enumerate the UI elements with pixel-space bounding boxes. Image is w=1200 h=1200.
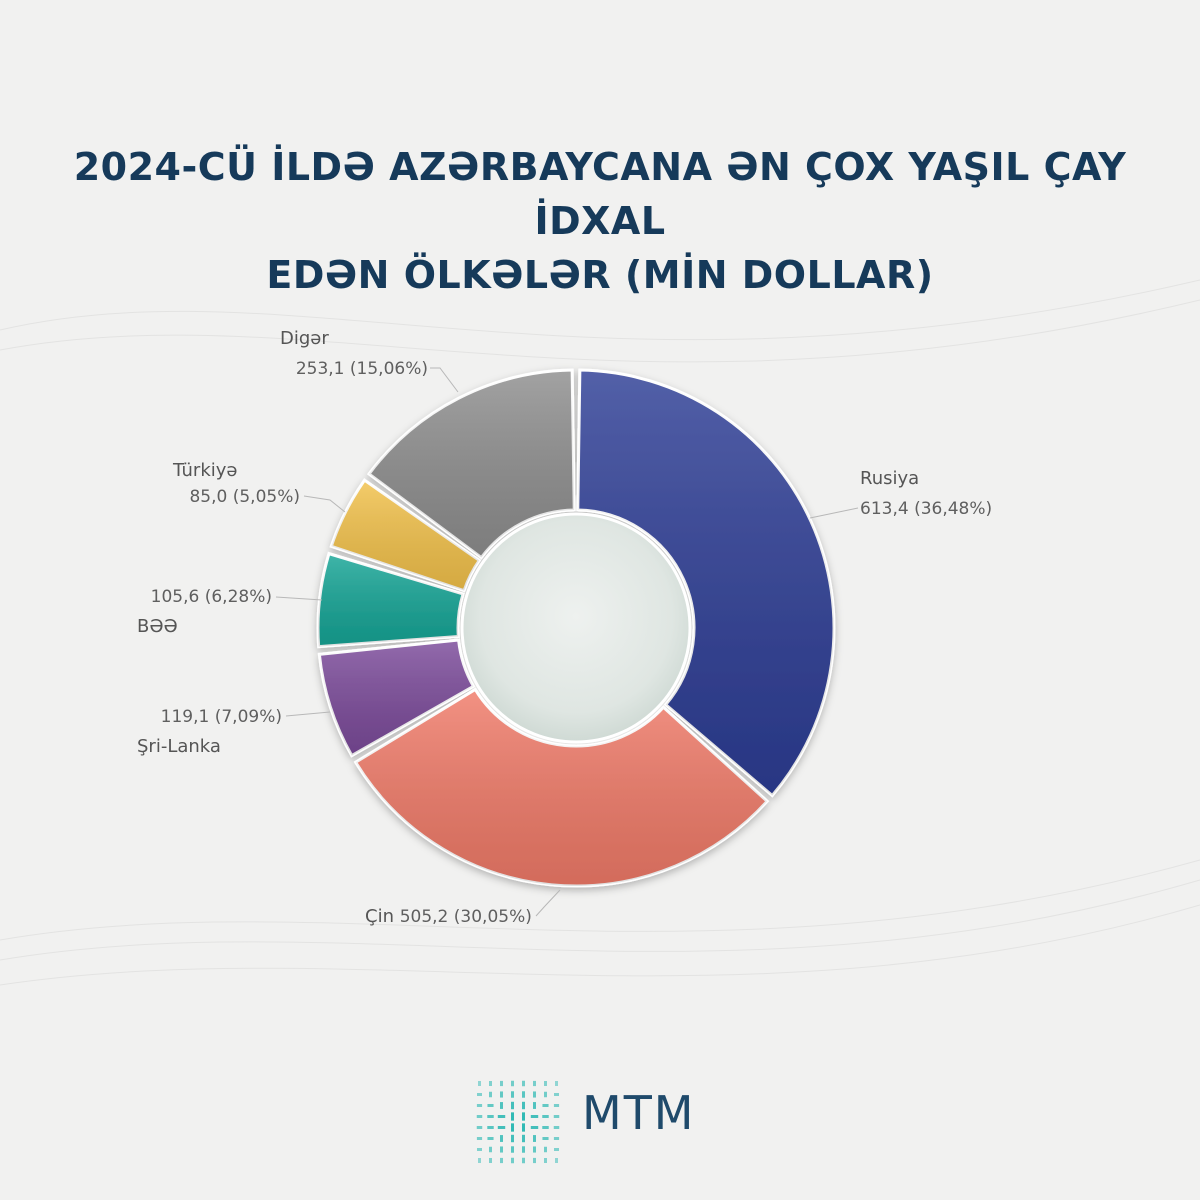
logo-mark-bar [487, 1137, 494, 1140]
slice-sheen [577, 370, 834, 796]
logo-mark-bar [487, 1115, 494, 1118]
logo-mark-bar [533, 1102, 536, 1109]
logo-mark-bar [476, 1137, 483, 1140]
logo-mark-bar [522, 1157, 525, 1164]
label-rusiya-name: Rusiya [860, 468, 919, 489]
logo-mark-bar [522, 1146, 525, 1153]
leader-line-rusiya [809, 507, 859, 519]
slice-sheen [318, 553, 464, 647]
logo-mark-bar [478, 1158, 481, 1163]
logo-mark-bar [544, 1081, 547, 1086]
label-diger-name: Digər [280, 328, 329, 349]
label-rusiya-value: 613,4 (36,48%) [860, 499, 992, 519]
chart-title: 2024-CÜ İLDƏ AZƏRBAYCANA ƏN ÇOX YAŞIL ÇA… [60, 140, 1140, 302]
logo-mark-bar [511, 1123, 514, 1132]
logo-mark-bar [497, 1126, 506, 1129]
logo-mark-bar [477, 1148, 482, 1151]
logo-mark-bar [555, 1081, 558, 1086]
chart-title-line1: 2024-CÜ İLDƏ AZƏRBAYCANA ƏN ÇOX YAŞIL ÇA… [73, 145, 1127, 243]
chart-title-line2: EDƏN ÖLKƏLƏR (MİN DOLLAR) [266, 253, 934, 297]
logo-mark-bar [522, 1134, 525, 1143]
logo-mark-bar [553, 1115, 560, 1118]
logo-mark-bar [542, 1115, 549, 1118]
logo-mark-bar [555, 1158, 558, 1163]
logo-mark-bar [500, 1157, 503, 1164]
label-bee-name: BƏƏ [137, 616, 178, 637]
logo-mark-bar [522, 1091, 525, 1098]
label-sri-lanka-value: 119,1 (7,09%) [161, 707, 282, 727]
logo-mark-bar [489, 1158, 492, 1163]
logo-mark-icon [476, 1080, 560, 1164]
logo-mark-bar [522, 1123, 525, 1132]
label-cin-name: Çin [365, 906, 400, 927]
logo-mark-bar [511, 1080, 514, 1087]
logo-mark-bar [497, 1115, 506, 1118]
logo-mark-bar [476, 1126, 483, 1129]
leader-line-sri-lanka [285, 711, 331, 717]
logo-mark-bar [544, 1146, 547, 1153]
logo-mark-bar [542, 1104, 549, 1107]
logo-mark-bar [544, 1158, 547, 1163]
logo-mark-bar [533, 1146, 536, 1153]
label-turkiye-name: Türkiyə [172, 460, 238, 481]
slice-sheen [369, 370, 575, 558]
logo-mark-bar [542, 1126, 549, 1129]
donut-hole [460, 512, 692, 744]
slice-sheen [331, 480, 480, 591]
logo-mark-bar [522, 1101, 525, 1110]
logo-mark-bar [477, 1093, 482, 1096]
leader-line-turkiye [303, 495, 346, 513]
slice-sheen [355, 689, 768, 886]
logo-mark-bar [511, 1101, 514, 1110]
logo-mark-bar [489, 1081, 492, 1086]
logo-mark-bar [554, 1148, 559, 1151]
logo-mark-bar [553, 1126, 560, 1129]
logo-mark-bar [489, 1146, 492, 1153]
leader-line-diger [430, 367, 459, 393]
label-cin-value: 505,2 (30,05%) [400, 907, 532, 927]
leader-line-bee [275, 596, 323, 601]
brand-name: MTM [582, 1086, 696, 1140]
label-bee-value: 105,6 (6,28%) [151, 587, 272, 607]
logo-mark-bar [500, 1102, 503, 1109]
label-cin: Çin 505,2 (30,05%) [365, 906, 532, 927]
logo-mark-bar [478, 1081, 481, 1086]
logo-mark-bar [500, 1146, 503, 1153]
logo-mark-bar [522, 1112, 525, 1121]
logo-mark-bar [500, 1080, 503, 1087]
logo-mark-bar [522, 1080, 525, 1087]
mtm-logo: MTM [468, 1072, 738, 1168]
logo-mark-bar [511, 1091, 514, 1098]
logo-mark-bar [542, 1137, 549, 1140]
logo-mark-bar [511, 1112, 514, 1121]
logo-mark-bar [500, 1135, 503, 1142]
logo-mark-bar [476, 1104, 483, 1107]
logo-mark-bar [554, 1093, 559, 1096]
logo-mark-bar [489, 1091, 492, 1098]
label-turkiye-value: 85,0 (5,05%) [189, 487, 300, 507]
logo-mark-bar [530, 1126, 539, 1129]
logo-mark-bar [544, 1091, 547, 1098]
logo-mark-bar [553, 1137, 560, 1140]
logo-mark-bar [476, 1115, 483, 1118]
logo-mark-bar [553, 1104, 560, 1107]
logo-mark-bar [487, 1126, 494, 1129]
logo-mark-bar [487, 1104, 494, 1107]
label-sri-lanka-name: Şri-Lanka [137, 736, 221, 757]
logo-mark-bar [500, 1091, 503, 1098]
logo-mark-bar [530, 1115, 539, 1118]
leader-line-cin [535, 889, 561, 917]
slice-sheen [319, 640, 474, 756]
logo-mark-bar [533, 1157, 536, 1164]
logo-mark-bar [533, 1091, 536, 1098]
label-diger-value: 253,1 (15,06%) [296, 359, 428, 379]
logo-mark-bar [533, 1135, 536, 1142]
logo-mark-bar [533, 1080, 536, 1087]
logo-mark-bar [511, 1157, 514, 1164]
logo-mark-bar [511, 1146, 514, 1153]
logo-mark-bar [511, 1134, 514, 1143]
